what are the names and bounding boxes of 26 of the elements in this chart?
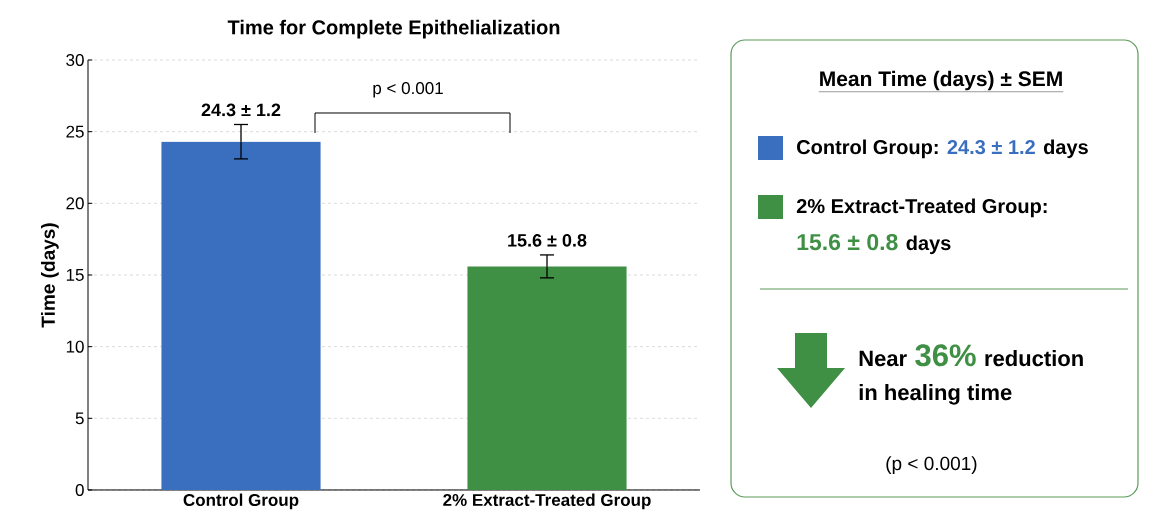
text: 24.3 ± 1.2	[947, 140, 1035, 155]
y-tick-label: 25	[66, 125, 84, 138]
text: reduction	[985, 350, 1083, 367]
x-tick-label: 2% Extract-Treated Group	[443, 493, 651, 510]
y-axis-title: Time (days)	[40, 223, 59, 328]
text: Control Group:	[797, 139, 938, 159]
data-label: 15.6 ± 0.8	[508, 233, 587, 247]
y-tick-label: 10	[66, 340, 84, 353]
data-label: 24.3 ± 1.2	[201, 103, 281, 117]
y-tick-label: 30	[66, 53, 84, 67]
text: 15.6 ± 0.8	[797, 233, 898, 251]
text: days	[1043, 139, 1088, 159]
y-tick-label: 5	[75, 412, 84, 425]
text: days	[906, 235, 951, 255]
x-tick-label: Control Group	[183, 493, 299, 510]
y-tick-label: 15	[66, 269, 84, 281]
text: Near	[859, 350, 907, 367]
text: in healing time	[859, 384, 1012, 405]
text: 36%	[915, 344, 976, 367]
y-tick-label: 0	[75, 483, 84, 497]
text: Mean Time (days) ± SEM	[820, 70, 1062, 91]
text: (p < 0.001)	[886, 456, 977, 474]
text: 2% Extract-Treated Group:	[796, 198, 1047, 218]
y-tick-label: 20	[66, 197, 84, 210]
annotation: p < 0.001	[373, 82, 443, 98]
chart-title: Time for Complete Epithelialization	[227, 19, 560, 39]
